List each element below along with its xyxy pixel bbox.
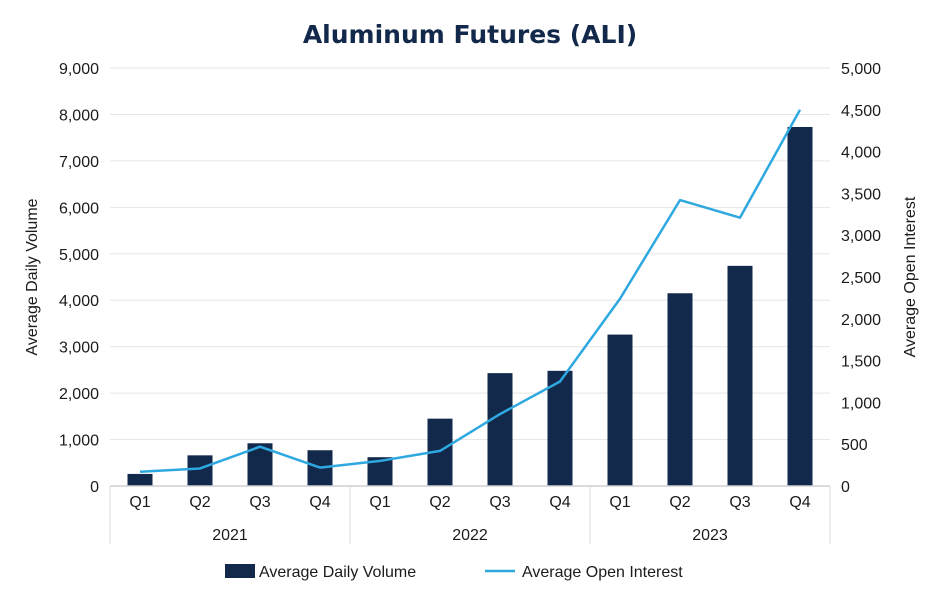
right-axis-title: Average Open Interest [902, 196, 919, 357]
bar-average-daily-volume [547, 370, 573, 486]
x-group-label: 2023 [692, 527, 728, 544]
axes: 0 1,000 2,000 3,000 4,000 5,000 6,000 7,000 8,00… [59, 61, 881, 544]
x-tick-label: Q2 [189, 494, 210, 511]
legend: Average Daily Volume Average Open Intere… [225, 564, 683, 581]
bar-series [127, 126, 813, 487]
legend-label-volume: Average Daily Volume [259, 564, 416, 581]
left-tick-label: 8,000 [59, 107, 99, 124]
bar-average-daily-volume [187, 455, 213, 486]
x-group-label: 2022 [452, 527, 488, 544]
x-tick-label: Q4 [309, 494, 330, 511]
bar-average-daily-volume [607, 334, 633, 486]
left-tick-label: 4,000 [59, 293, 99, 310]
right-tick-label: 2,000 [841, 312, 881, 329]
x-tick-label: Q1 [129, 494, 150, 511]
right-tick-label: 500 [841, 437, 868, 454]
left-tick-label: 0 [90, 479, 99, 496]
left-tick-label: 1,000 [59, 433, 99, 450]
bar-average-daily-volume [667, 293, 693, 486]
right-tick-label: 1,500 [841, 354, 881, 371]
x-tick-label: Q3 [489, 494, 510, 511]
right-tick-label: 2,500 [841, 270, 881, 287]
left-tick-label: 9,000 [59, 61, 99, 78]
x-tick-label: Q1 [369, 494, 390, 511]
line-average-open-interest [139, 109, 802, 474]
right-tick-label: 3,500 [841, 186, 881, 203]
right-tick-label: 4,500 [841, 103, 881, 120]
x-tick-label: Q4 [789, 494, 810, 511]
left-tick-label: 5,000 [59, 247, 99, 264]
x-tick-label: Q2 [429, 494, 450, 511]
right-tick-label: 1,000 [841, 395, 881, 412]
legend-label-open-interest: Average Open Interest [522, 564, 683, 581]
right-tick-label: 4,000 [841, 145, 881, 162]
bar-average-daily-volume [487, 373, 513, 486]
x-tick-label: Q3 [729, 494, 750, 511]
x-tick-label: Q2 [669, 494, 690, 511]
x-tick-label: Q4 [549, 494, 570, 511]
gridlines [110, 67, 830, 441]
left-tick-label: 2,000 [59, 386, 99, 403]
x-group-label: 2021 [212, 527, 248, 544]
left-axis-title: Average Daily Volume [24, 198, 41, 355]
left-tick-label: 3,000 [59, 340, 99, 357]
left-tick-label: 7,000 [59, 154, 99, 171]
right-tick-label: 5,000 [841, 61, 881, 78]
x-tick-label: Q3 [249, 494, 270, 511]
bar-average-daily-volume [787, 126, 813, 487]
right-tick-label: 3,000 [841, 228, 881, 245]
bar-average-daily-volume [727, 265, 753, 486]
x-tick-label: Q1 [609, 494, 630, 511]
line-series [139, 109, 802, 474]
right-tick-label: 0 [841, 479, 850, 496]
legend-swatch-volume [225, 564, 255, 578]
chart-title: Aluminum Futures (ALI) [303, 20, 637, 49]
bar-average-daily-volume [127, 473, 153, 486]
left-tick-label: 6,000 [59, 200, 99, 217]
